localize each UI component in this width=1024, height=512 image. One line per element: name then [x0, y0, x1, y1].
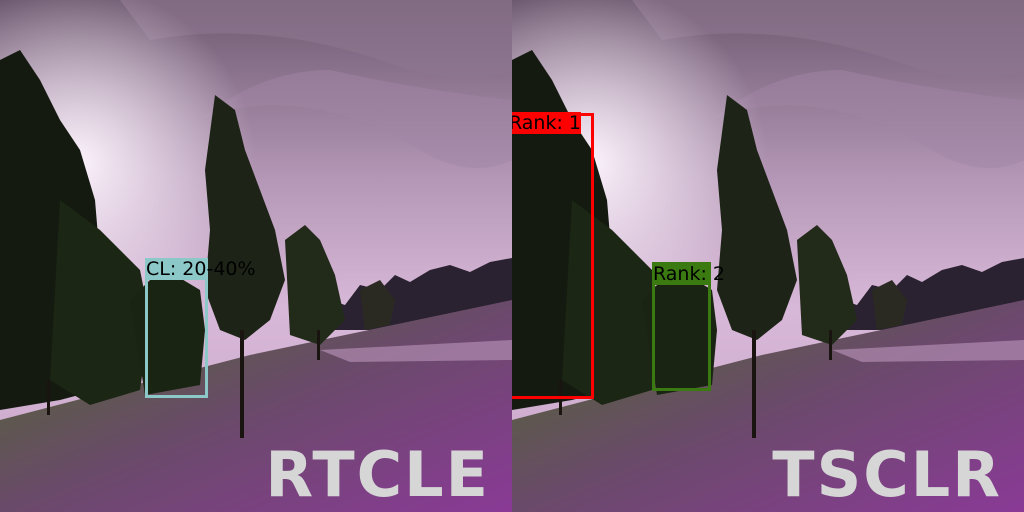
panel-title-tsclr: TSCLR	[772, 438, 1002, 511]
storm-park-photo	[512, 0, 1024, 512]
detection-label-rtcle: CL: 20-40%	[145, 258, 256, 280]
detection-label-rank-1: Rank: 1	[512, 112, 582, 134]
detection-box-rank-1	[512, 113, 594, 399]
storm-park-photo	[0, 0, 512, 512]
panel-title-rtcle: RTCLE	[265, 438, 490, 511]
tsclr-panel: Rank: 1 Rank: 2 TSCLR	[512, 0, 1024, 512]
detection-label-rank-2: Rank: 2	[652, 263, 726, 285]
rtcle-panel: CL: 20-40% RTCLE	[0, 0, 512, 512]
